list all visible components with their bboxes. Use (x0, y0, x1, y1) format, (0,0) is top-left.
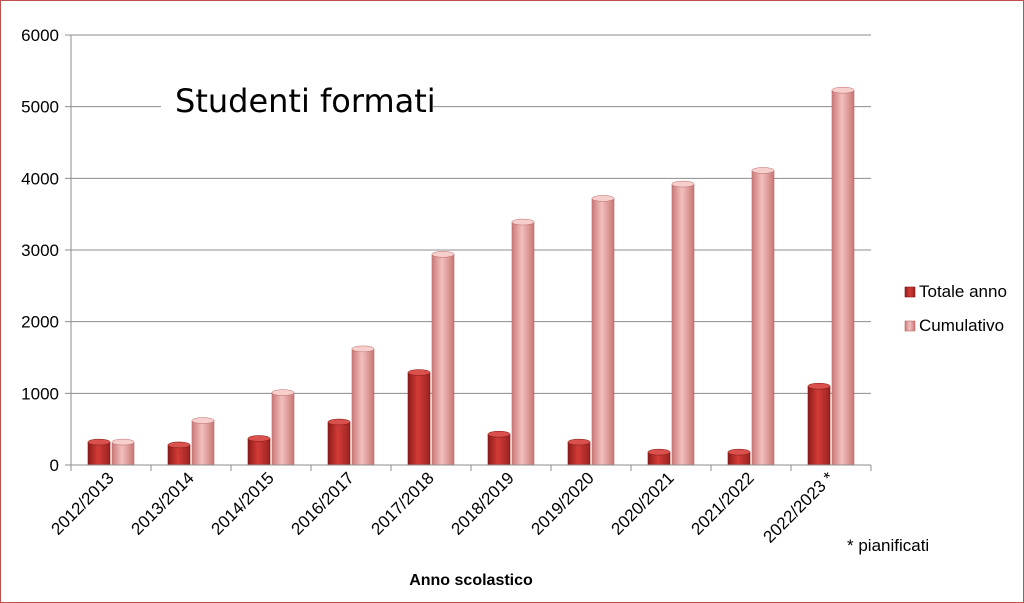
y-tick-label: 1000 (21, 384, 59, 403)
bar-cumulativo (431, 254, 455, 466)
y-tick-label: 2000 (21, 313, 59, 332)
bar-totale-anno-cap (327, 418, 351, 426)
bar-totale-anno (247, 438, 271, 466)
legend-label-totale-anno: Totale anno (919, 282, 1007, 301)
chart-title: Studenti formati (175, 82, 436, 120)
bar-cumulativo (271, 392, 295, 466)
bar-totale-anno (327, 421, 351, 466)
bar-cumulativo-cap (671, 180, 695, 188)
bar-totale-anno-cap (87, 438, 111, 446)
bar-cumulativo-cap (271, 389, 295, 396)
y-tick-label: 6000 (21, 26, 59, 45)
bar-cumulativo-cap (831, 86, 855, 94)
bar-cumulativo-cap (111, 438, 135, 446)
bar-totale-anno-cap (647, 448, 671, 456)
bar-cumulativo-cap (351, 345, 375, 353)
legend-swatch-totale-anno (904, 286, 916, 298)
bar-cumulativo (111, 441, 135, 466)
x-tick-label: 2014/2015 (208, 468, 278, 538)
bar-totale-anno-cap (487, 430, 511, 438)
bar-cumulativo (671, 183, 695, 466)
bar-cumulativo (591, 198, 615, 466)
x-tick-label: 2018/2019 (448, 468, 518, 538)
bar-totale-anno-cap (727, 448, 751, 456)
bar-totale-anno-cap (167, 441, 191, 449)
bar-cumulativo (831, 89, 855, 466)
annotation-note: * pianificati (847, 536, 929, 555)
bar-cumulativo-cap (511, 218, 535, 226)
bar-cumulativo-cap (591, 195, 615, 202)
x-tick-label: 2016/2017 (288, 468, 358, 538)
legend-label-cumulativo: Cumulativo (919, 316, 1004, 335)
bar-totale-anno (407, 372, 431, 466)
y-tick-label: 5000 (21, 98, 59, 117)
bar-cumulativo-cap (191, 417, 215, 424)
bar-cumulativo-cap (751, 167, 775, 174)
x-tick-label: 2013/2014 (128, 468, 198, 538)
bar-totale-anno-cap (807, 382, 831, 390)
x-axis-title: Anno scolastico (409, 572, 533, 589)
bar-cumulativo-cap (431, 251, 455, 258)
bar-totale-anno (567, 441, 591, 466)
y-tick-label: 4000 (21, 169, 59, 188)
y-tick-label: 3000 (21, 241, 59, 260)
legend-swatch-cumulativo (904, 320, 916, 332)
bar-totale-anno-cap (567, 438, 591, 446)
title-background (161, 71, 433, 131)
bar-cumulativo (191, 420, 215, 466)
bar-totale-anno (87, 441, 111, 466)
x-tick-label: 2020/2021 (608, 468, 678, 538)
y-tick-label: 0 (50, 456, 59, 475)
bar-cumulativo (351, 348, 375, 466)
x-tick-label: 2021/2022 (688, 468, 758, 538)
bar-cumulativo (751, 170, 775, 466)
bar-totale-anno (487, 433, 511, 466)
x-tick-label: 2019/2020 (528, 468, 598, 538)
bar-cumulativo (511, 221, 535, 466)
bar-totale-anno (807, 385, 831, 466)
bar-totale-anno-cap (407, 369, 431, 376)
x-tick-label: 2012/2013 (48, 468, 118, 538)
bar-totale-anno-cap (247, 435, 271, 442)
x-tick-label: 2022/2023 * (760, 468, 839, 547)
x-tick-label: 2017/2018 (368, 468, 438, 538)
